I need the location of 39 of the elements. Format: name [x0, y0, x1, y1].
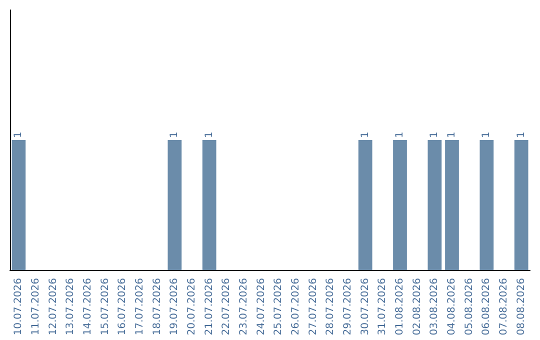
x-tick-label: 01.08.2026 [394, 278, 406, 336]
x-tick-label: 03.08.2026 [429, 278, 440, 336]
x-tick-label: 18.07.2026 [152, 278, 163, 336]
x-tick-label: 14.07.2026 [82, 278, 94, 336]
x-tick-label: 02.08.2026 [412, 278, 423, 336]
x-tick-label: 07.08.2026 [498, 278, 510, 336]
x-tick-label: 31.07.2026 [377, 278, 388, 336]
x-tick-label: 19.07.2026 [169, 278, 180, 336]
data-label: 1 [13, 132, 24, 138]
x-tick-label: 05.08.2026 [464, 278, 475, 336]
data-label: 1 [446, 132, 458, 138]
x-tick-label: 06.08.2026 [481, 278, 492, 336]
x-tick-label: 27.07.2026 [308, 278, 319, 336]
data-label: 1 [394, 132, 406, 138]
data-label: 1 [169, 132, 180, 138]
x-tick-label: 13.07.2026 [65, 278, 76, 336]
data-label: 1 [204, 132, 215, 138]
x-tick-label: 23.07.2026 [238, 278, 250, 336]
x-tick-label: 04.08.2026 [446, 278, 458, 336]
x-tick-label: 24.07.2026 [256, 278, 267, 336]
data-label: 1 [429, 132, 440, 138]
x-tick-label: 08.08.2026 [516, 278, 527, 336]
x-tick-label: 28.07.2026 [325, 278, 336, 336]
x-tick-label: 12.07.2026 [48, 278, 59, 336]
data-label: 1 [360, 132, 371, 138]
x-tick-label: 29.07.2026 [342, 278, 354, 336]
x-tick-label: 26.07.2026 [290, 278, 302, 336]
x-tick-label: 15.07.2026 [100, 278, 111, 336]
x-tick-label: 25.07.2026 [273, 278, 284, 336]
x-tick-label: 30.07.2026 [360, 278, 371, 336]
x-tick-label: 10.07.2026 [13, 278, 24, 336]
x-tick-label: 17.07.2026 [134, 278, 146, 336]
x-tick-label: 22.07.2026 [221, 278, 232, 336]
x-tick-label: 20.07.2026 [186, 278, 198, 336]
x-tick-label: 16.07.2026 [117, 278, 128, 336]
data-label: 1 [481, 132, 492, 138]
data-label: 1 [516, 132, 527, 138]
x-tick-label: 11.07.2026 [30, 278, 42, 336]
x-tick-label: 21.07.2026 [204, 278, 215, 336]
